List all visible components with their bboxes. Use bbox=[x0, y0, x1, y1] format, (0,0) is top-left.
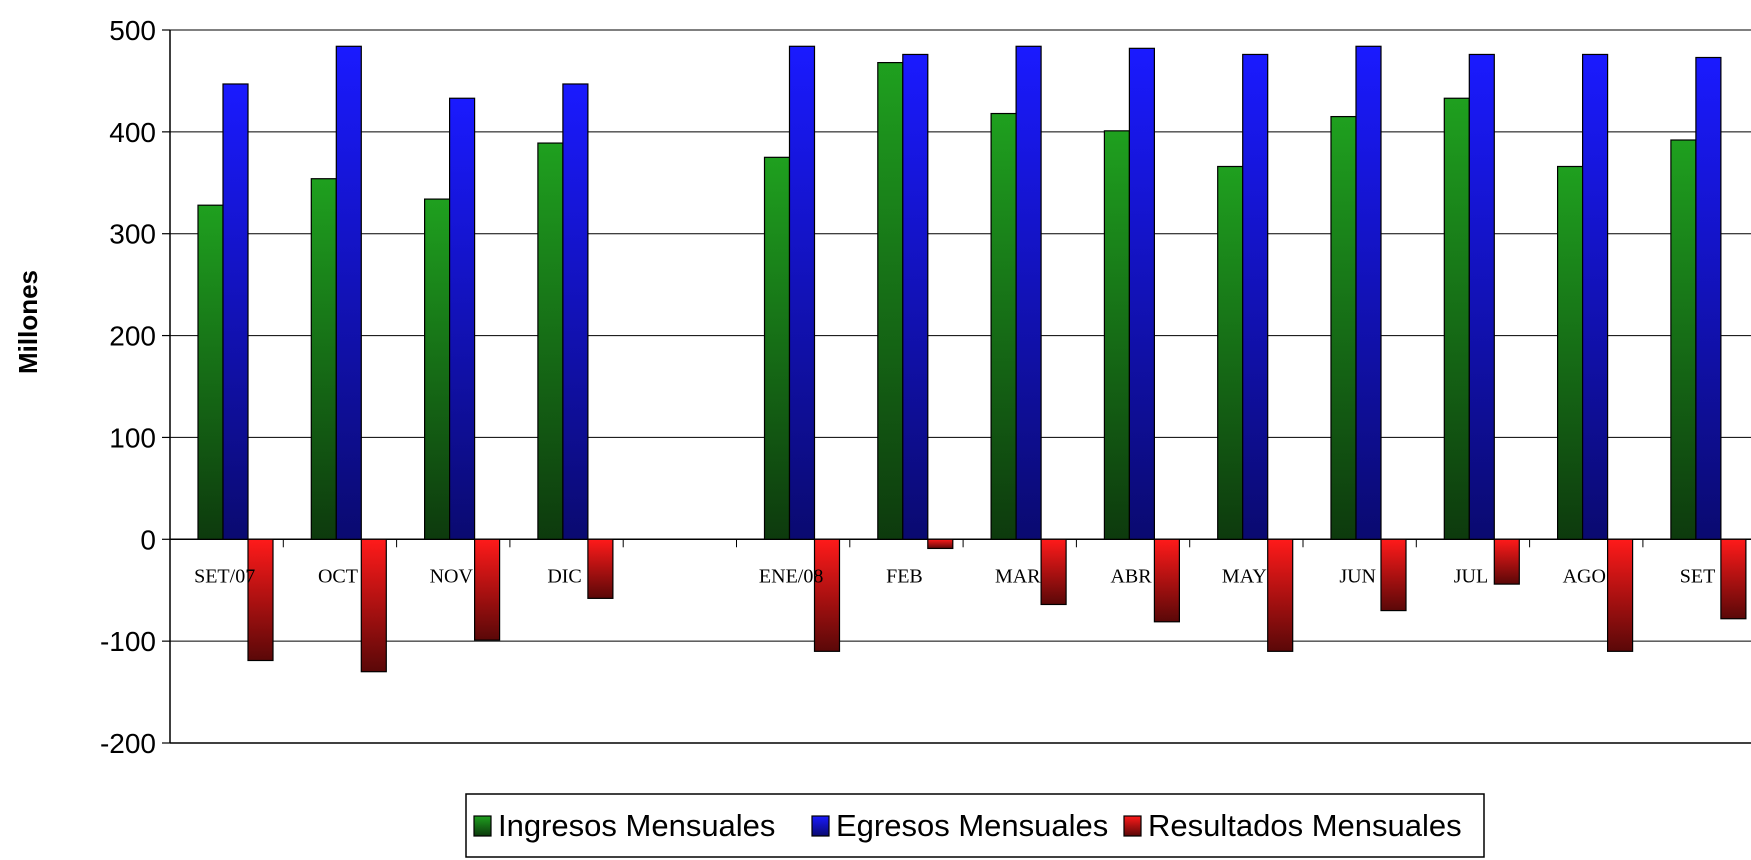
x-tick-label: NOV bbox=[430, 565, 474, 587]
legend-label: Egresos Mensuales bbox=[836, 808, 1108, 843]
legend-swatch bbox=[1123, 815, 1142, 837]
bar-egresos-mensuales bbox=[1581, 53, 1609, 540]
bar-resultados-mensuales bbox=[813, 538, 841, 652]
bar-resultados-mensuales bbox=[1380, 538, 1407, 612]
bar-ingresos-mensuales bbox=[197, 204, 224, 540]
bar-resultados-mensuales bbox=[360, 538, 387, 673]
bar-egresos-mensuales bbox=[1242, 53, 1269, 540]
bar-resultados-mensuales bbox=[247, 538, 274, 662]
bar-egresos-mensuales bbox=[562, 83, 589, 540]
x-tick-label: AGO bbox=[1563, 565, 1606, 587]
legend: Ingresos Mensuales Egresos Mensuales Resul… bbox=[465, 793, 1485, 858]
y-axis-title: Millones bbox=[13, 270, 43, 374]
bar-resultados-mensuales bbox=[927, 538, 954, 550]
bar-resultados-mensuales bbox=[1493, 538, 1520, 585]
bar-egresos-mensuales bbox=[1355, 45, 1382, 540]
legend-box bbox=[465, 793, 1485, 858]
bar-ingresos-mensuales bbox=[537, 142, 564, 540]
y-tick-label: 300 bbox=[109, 219, 156, 250]
bar-resultados-mensuales bbox=[1153, 538, 1181, 623]
bar-ingresos-mensuales bbox=[877, 61, 904, 540]
bar-egresos-mensuales bbox=[335, 45, 362, 540]
bar-egresos-mensuales bbox=[449, 97, 476, 540]
x-tick-label: FEB bbox=[886, 565, 923, 587]
bar-egresos-mensuales bbox=[1128, 47, 1156, 540]
bar-ingresos-mensuales bbox=[424, 198, 451, 540]
bar-ingresos-mensuales bbox=[763, 156, 791, 540]
x-tick-label: SET/07 bbox=[194, 565, 255, 587]
legend-label: Resultados Mensuales bbox=[1148, 808, 1462, 843]
y-tick-label: -100 bbox=[100, 626, 156, 657]
bar-ingresos-mensuales bbox=[1217, 165, 1244, 540]
bar-egresos-mensuales bbox=[902, 53, 929, 540]
bar-egresos-mensuales bbox=[1468, 53, 1495, 540]
x-tick-label: JUL bbox=[1454, 565, 1488, 587]
bar-ingresos-mensuales bbox=[990, 112, 1017, 540]
bar-resultados-mensuales bbox=[1040, 538, 1067, 606]
bar-ingresos-mensuales bbox=[1330, 115, 1357, 540]
bar-resultados-mensuales bbox=[1606, 538, 1634, 652]
bar-egresos-mensuales bbox=[1015, 45, 1042, 540]
legend-swatch bbox=[811, 815, 830, 837]
x-tick-label: DIC bbox=[547, 565, 581, 587]
bar-egresos-mensuales bbox=[788, 45, 816, 540]
bar-resultados-mensuales bbox=[474, 538, 501, 641]
bar-resultados-mensuales bbox=[587, 538, 614, 599]
legend-label: Ingresos Mensuales bbox=[498, 808, 775, 843]
bar-ingresos-mensuales bbox=[1103, 130, 1131, 540]
bar-egresos-mensuales bbox=[1695, 56, 1722, 540]
legend-swatch bbox=[473, 815, 492, 837]
x-tick-label: MAY bbox=[1222, 565, 1267, 587]
bar-ingresos-mensuales bbox=[1670, 139, 1697, 540]
y-tick-label: 200 bbox=[109, 321, 156, 352]
x-tick-label: ABR bbox=[1110, 565, 1152, 587]
y-tick-label: 500 bbox=[109, 15, 156, 46]
bar-resultados-mensuales bbox=[1267, 538, 1294, 652]
y-tick-label: 100 bbox=[109, 422, 156, 453]
x-tick-label: OCT bbox=[318, 565, 358, 587]
y-tick-label: 400 bbox=[109, 117, 156, 148]
bar-resultados-mensuales bbox=[1720, 538, 1747, 620]
y-tick-label: -200 bbox=[100, 728, 156, 759]
bar-ingresos-mensuales bbox=[1556, 165, 1584, 540]
x-tick-label: SET bbox=[1680, 565, 1716, 587]
bar-ingresos-mensuales bbox=[310, 178, 337, 540]
y-tick-label: 0 bbox=[140, 524, 156, 555]
bar-ingresos-mensuales bbox=[1443, 97, 1470, 540]
bar-egresos-mensuales bbox=[222, 83, 249, 540]
x-tick-label: ENE/08 bbox=[759, 565, 823, 587]
x-tick-label: JUN bbox=[1339, 565, 1376, 587]
x-tick-label: MAR bbox=[995, 565, 1041, 587]
